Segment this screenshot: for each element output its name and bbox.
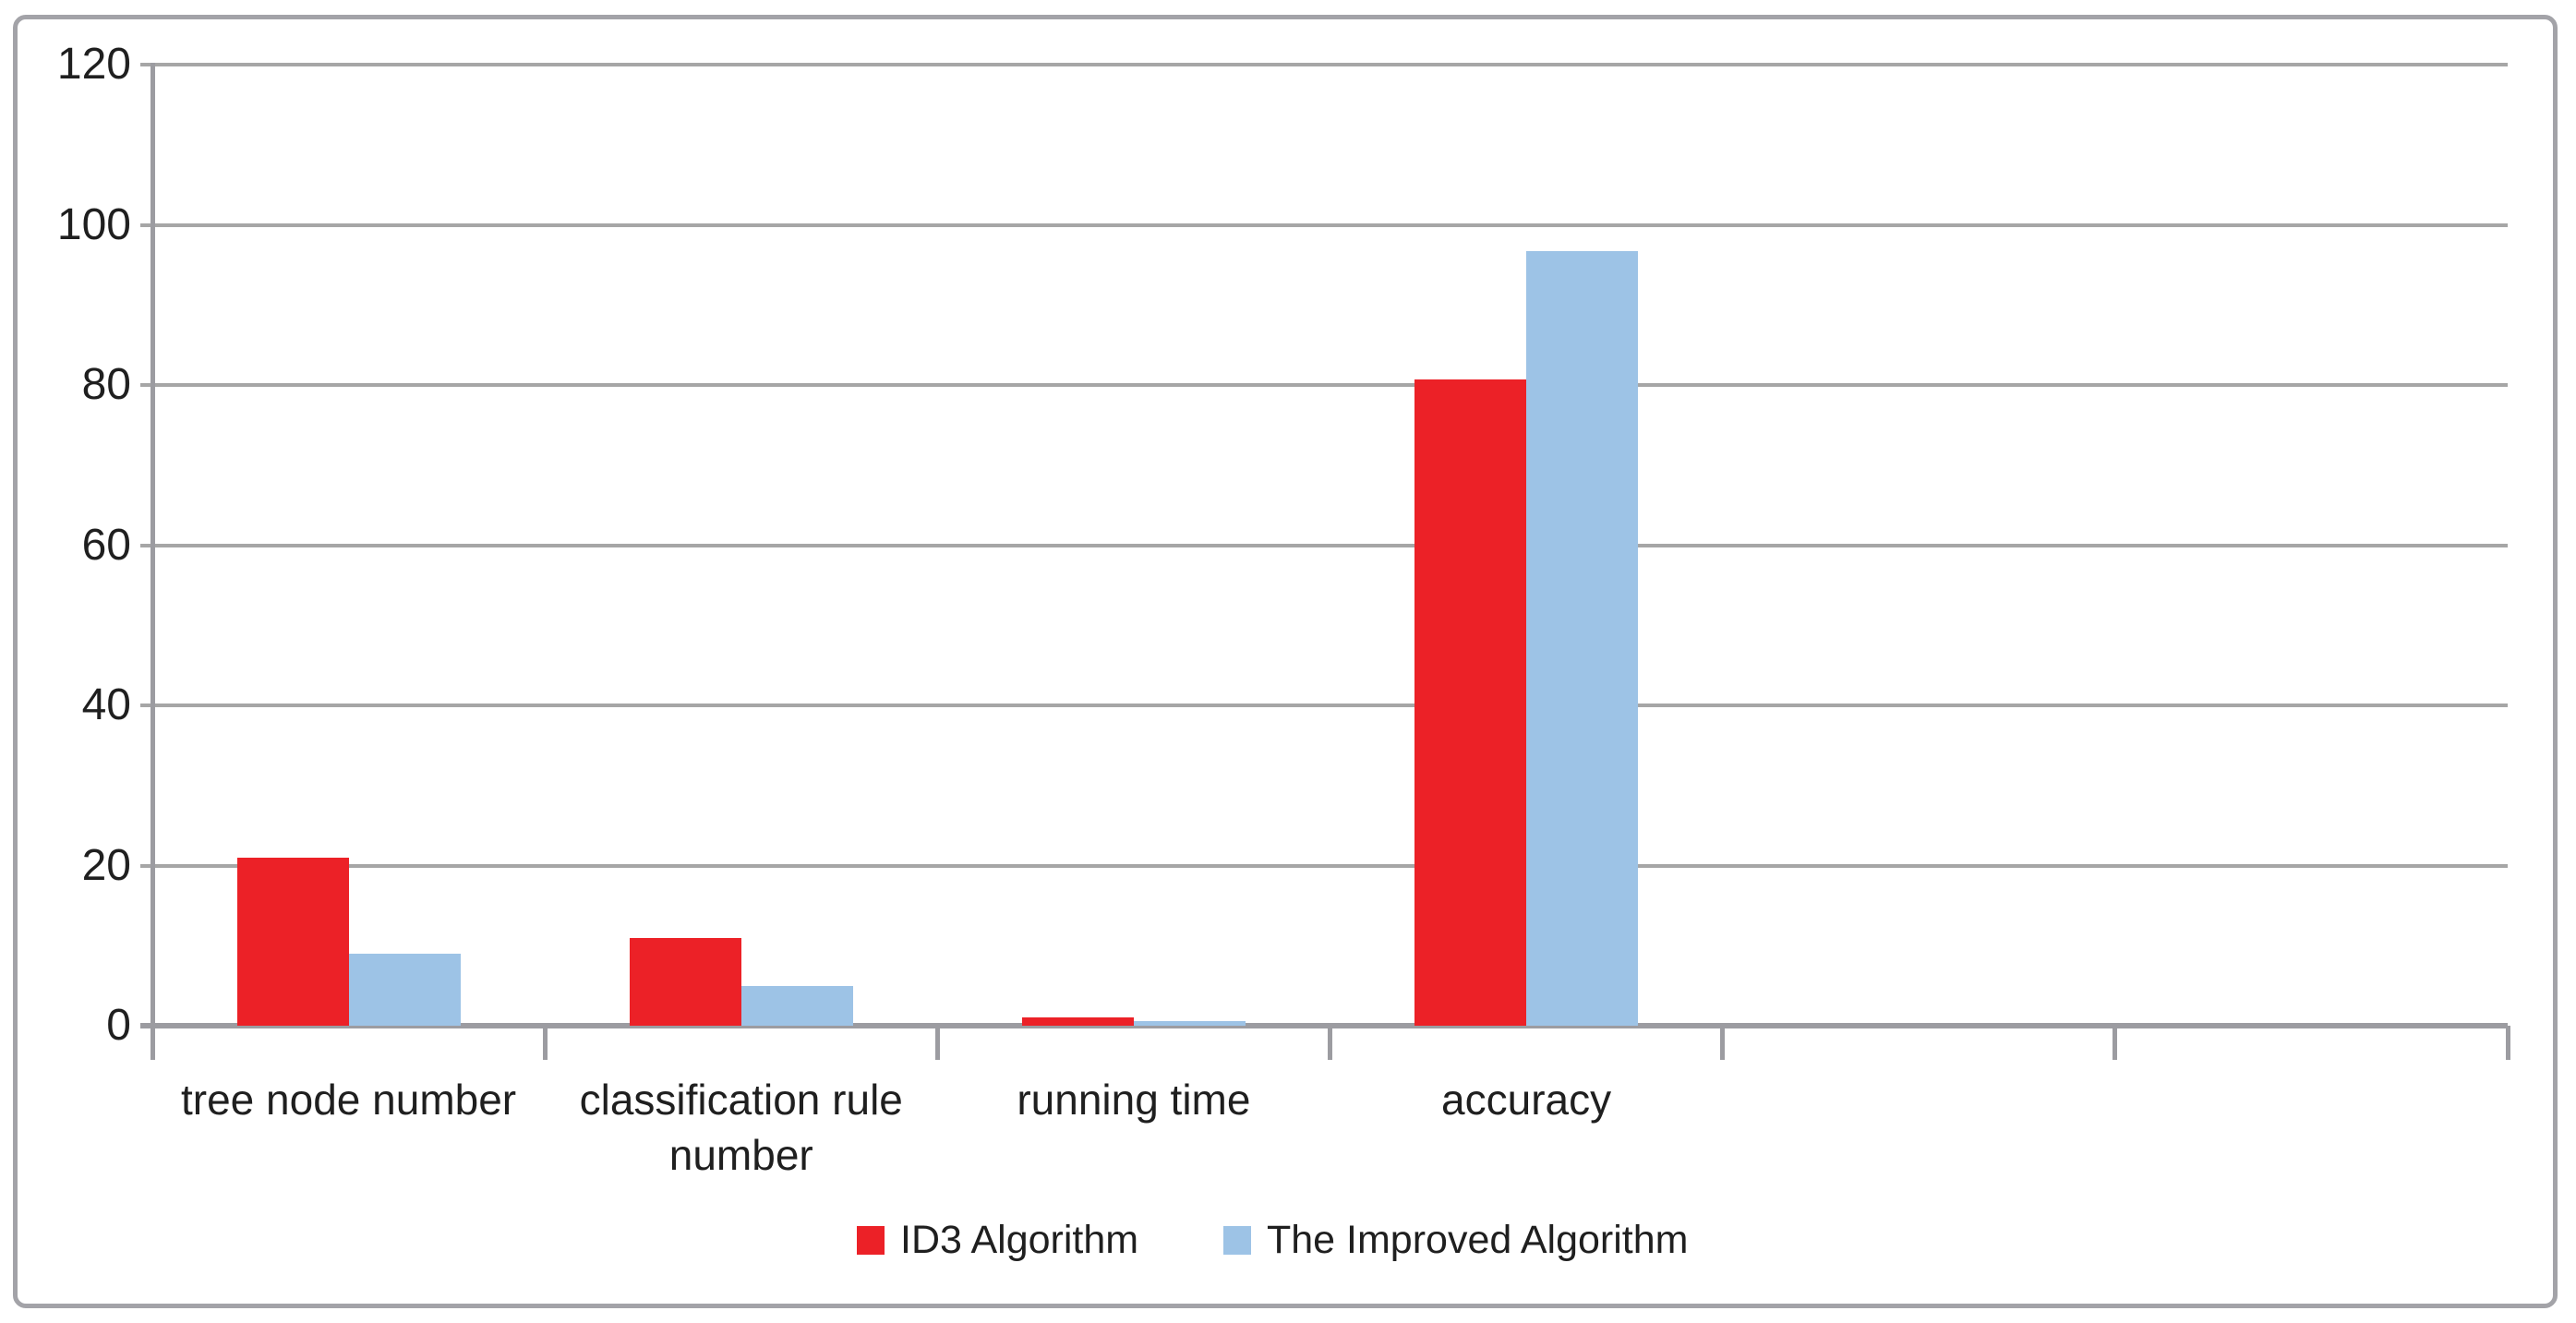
bar-id3-running-time xyxy=(1021,1017,1134,1026)
y-axis-label-100: 100 xyxy=(56,199,131,249)
legend-item-id3: ID3 Algorithm xyxy=(857,1214,1138,1266)
x-axis-label-classification-rule-number: classification rule number xyxy=(579,1076,903,1179)
x-axis-label-accuracy: accuracy xyxy=(1441,1076,1612,1124)
y-axis-label-80: 80 xyxy=(81,360,131,409)
bar-improved-accuracy xyxy=(1526,251,1639,1026)
chart-border-frame xyxy=(13,15,2558,1308)
legend-label-improved: The Improved Algorithm xyxy=(1267,1217,1689,1262)
y-axis-label-0: 0 xyxy=(106,1001,131,1050)
y-axis-label-40: 40 xyxy=(81,680,131,729)
y-axis-label-120: 120 xyxy=(56,40,131,89)
legend-swatch-improved xyxy=(1223,1225,1251,1255)
y-axis-label-60: 60 xyxy=(81,520,131,570)
bar-id3-classification-rule-number xyxy=(629,937,741,1026)
bar-improved-running-time xyxy=(1133,1020,1246,1026)
gridline-y-80 xyxy=(140,383,2508,387)
gridline-y-100 xyxy=(140,223,2508,227)
gridline-y-120 xyxy=(140,63,2508,66)
x-axis-tick-3 xyxy=(1328,1026,1332,1060)
x-axis-tick-4 xyxy=(1720,1026,1726,1060)
legend-item-improved: The Improved Algorithm xyxy=(1223,1214,1688,1266)
x-axis-label-running-time: running time xyxy=(1017,1076,1251,1124)
gridline-y-40 xyxy=(140,704,2508,707)
bar-id3-accuracy xyxy=(1414,379,1527,1026)
y-axis-label-20: 20 xyxy=(81,840,131,890)
x-axis-tick-6 xyxy=(2505,1026,2510,1060)
x-axis-tick-2 xyxy=(934,1026,940,1060)
x-axis-tick-5 xyxy=(2113,1026,2118,1060)
legend-label-id3: ID3 Algorithm xyxy=(900,1217,1139,1262)
legend-swatch-id3 xyxy=(857,1225,885,1255)
y-axis-line xyxy=(150,63,155,1060)
gridline-y-20 xyxy=(140,863,2508,868)
bar-id3-tree-node-number xyxy=(236,857,349,1026)
bar-improved-tree-node-number xyxy=(348,953,461,1026)
bar-improved-classification-rule-number xyxy=(740,985,853,1026)
gridline-y-60 xyxy=(140,543,2508,547)
x-axis-tick-1 xyxy=(542,1026,548,1060)
x-axis-label-tree-node-number: tree node number xyxy=(181,1076,517,1124)
x-axis-line xyxy=(140,1023,2508,1028)
